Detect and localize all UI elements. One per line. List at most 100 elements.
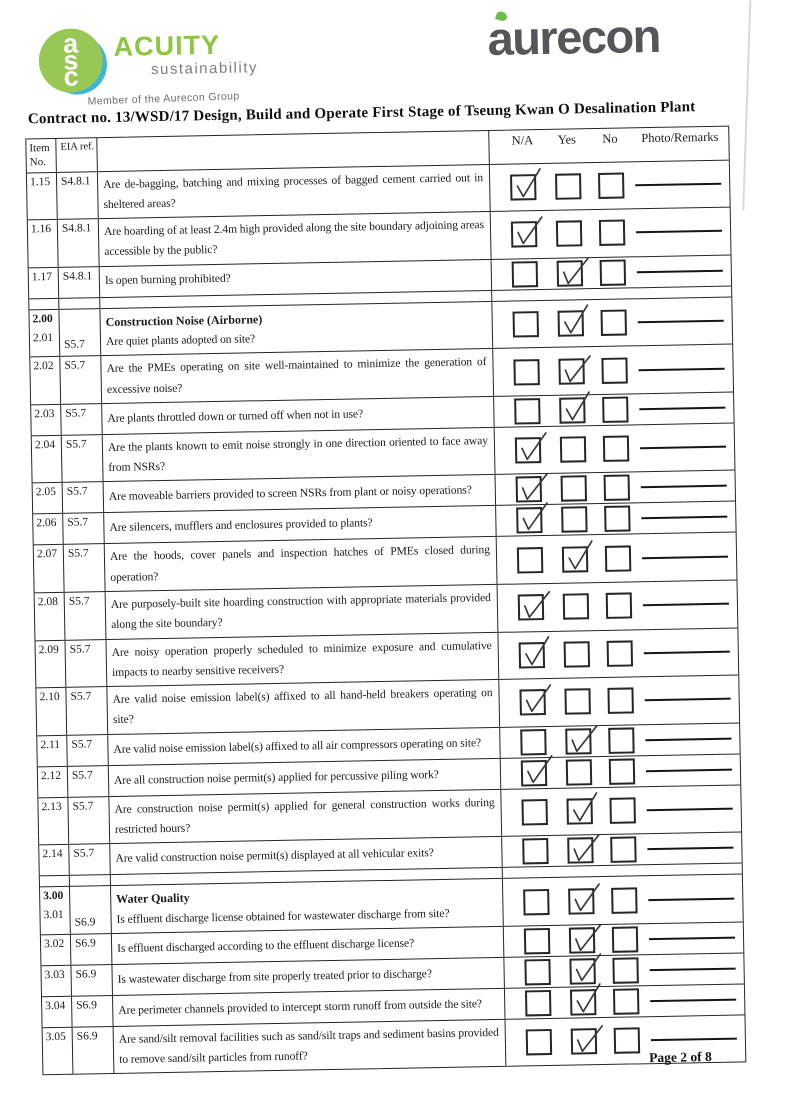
no-checkbox[interactable] [607,727,635,754]
remarks-line[interactable] [642,602,729,607]
remarks-line[interactable] [640,445,727,450]
remarks-line[interactable] [645,737,732,741]
no-checkbox[interactable] [608,797,636,824]
remarks-line[interactable] [638,367,725,371]
no-checkbox[interactable] [613,1027,640,1055]
yes-checkbox[interactable] [566,834,600,864]
item-number: 2.12 [40,769,62,782]
na-checkbox[interactable] [516,546,544,574]
no-checkbox[interactable] [600,357,628,384]
no-checkbox[interactable] [598,219,625,247]
no-checkbox[interactable] [610,886,638,914]
na-checkbox[interactable] [518,635,550,669]
remarks-line[interactable] [647,846,734,851]
na-checkbox[interactable] [519,684,552,716]
no-checkbox[interactable] [609,836,637,864]
na-checkbox[interactable] [510,167,541,201]
no-checkbox[interactable] [601,396,629,423]
yes-checkbox[interactable] [556,256,589,287]
answer-cell [505,983,745,1018]
item-no-cell: 1.15 [26,172,58,220]
remarks-line[interactable] [640,485,727,489]
na-checkbox[interactable] [524,958,551,986]
yes-checkbox[interactable] [557,354,591,385]
remarks-line[interactable] [636,230,723,234]
no-checkbox[interactable] [603,505,631,533]
question-cell: Are the hoods, cover panels and inspecti… [104,537,498,592]
na-checkbox[interactable] [514,397,541,425]
na-checkbox[interactable] [522,838,549,865]
na-checkbox[interactable] [525,1029,553,1056]
yes-checkbox[interactable] [568,953,601,985]
no-checkbox[interactable] [605,592,632,620]
remarks-line[interactable] [643,650,730,655]
answer-cell [504,953,744,987]
no-checkbox[interactable] [606,687,634,715]
remarks-line[interactable] [649,936,736,941]
no-checkbox[interactable] [597,172,624,199]
remarks-line[interactable] [646,807,733,812]
yes-checkbox[interactable] [567,882,600,915]
item-number: 1.17 [31,270,53,283]
na-checkbox[interactable] [523,927,551,955]
yes-checkbox[interactable] [565,758,592,786]
remarks-line[interactable] [650,998,737,1003]
yes-checkbox[interactable] [563,641,590,668]
yes-checkbox[interactable] [570,1025,603,1055]
na-checkbox[interactable] [520,754,553,787]
na-checkbox[interactable] [511,260,539,288]
no-checkbox[interactable] [600,309,627,336]
na-checkbox[interactable] [523,888,550,916]
na-checkbox[interactable] [514,432,547,464]
checklist-row: 2.04 S5.7 Are the plants known to emit n… [31,423,735,484]
na-checkbox[interactable] [521,798,548,826]
yes-checkbox[interactable] [569,983,601,1016]
yes-checkbox[interactable] [560,506,588,534]
remarks-line[interactable] [641,516,728,520]
yes-checkbox[interactable] [560,475,587,503]
yes-checkbox[interactable] [568,923,601,954]
remarks-line[interactable] [637,319,724,324]
remarks-line[interactable] [648,897,735,901]
answer-cell [496,502,736,536]
checklist-row: 1.17 S4.8.1 Is open burning prohibited? [28,255,732,300]
no-checkbox[interactable] [611,957,639,984]
no-checkbox[interactable] [602,435,629,463]
yes-checkbox[interactable] [554,173,581,200]
yes-checkbox[interactable] [565,792,597,825]
na-checkbox[interactable] [517,591,551,621]
remarks-line[interactable] [635,182,722,187]
yes-checkbox[interactable] [558,391,590,424]
na-checkbox[interactable] [510,216,543,248]
yes-checkbox[interactable] [562,593,589,620]
yes-checkbox[interactable] [563,688,591,716]
remarks-line[interactable] [639,406,726,411]
no-checkbox[interactable] [606,640,633,667]
no-checkbox[interactable] [603,474,630,502]
yes-checkbox[interactable] [564,724,598,755]
na-checkbox[interactable] [516,502,548,534]
no-checkbox[interactable] [611,926,638,953]
no-checkbox[interactable] [599,259,626,286]
yes-checkbox[interactable] [557,304,588,337]
na-checkbox[interactable] [513,358,540,386]
na-checkbox[interactable] [515,473,548,503]
remarks-line[interactable] [649,967,736,972]
yes-checkbox[interactable] [559,436,586,463]
yes-checkbox[interactable] [561,539,593,573]
remarks-line[interactable] [650,1037,737,1042]
no-checkbox[interactable] [612,988,639,1015]
item-sub-number: 2.01 [32,331,54,344]
na-checkbox[interactable] [520,728,547,756]
remarks-line[interactable] [642,555,729,559]
item-sub-number: 3.01 [43,909,64,922]
remarks-line[interactable] [636,269,723,273]
na-checkbox[interactable] [512,311,540,338]
remarks-line[interactable] [645,768,732,772]
yes-checkbox[interactable] [555,220,582,248]
remarks-line[interactable] [644,698,731,702]
question-text: Are noisy operation properly scheduled t… [111,638,492,679]
no-checkbox[interactable] [608,758,635,785]
no-checkbox[interactable] [604,545,631,572]
na-checkbox[interactable] [524,989,552,1017]
